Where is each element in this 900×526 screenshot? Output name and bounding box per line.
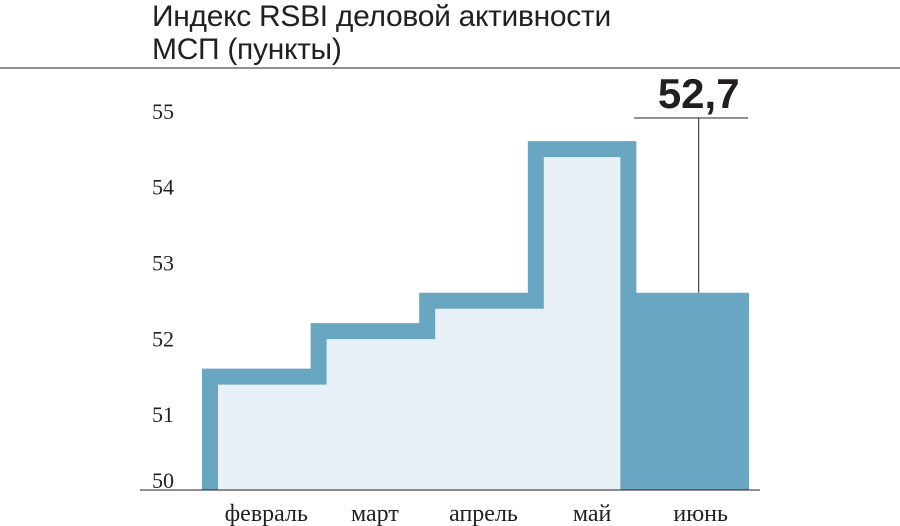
chart-title: Индекс RSBI деловой активности МСП (пунк… — [152, 0, 852, 66]
y-tick-label: 51 — [152, 402, 174, 427]
bars-fill — [218, 157, 621, 490]
y-tick-label: 55 — [152, 99, 174, 124]
y-axis: 50 51 52 53 54 55 — [152, 99, 174, 493]
chart-title-line-1: Индекс RSBI деловой активности — [152, 0, 611, 33]
x-axis: февраль март апрель май июнь — [225, 501, 728, 526]
x-tick-label: февраль — [225, 501, 308, 526]
chart-title-line-2: МСП (пункты) — [152, 33, 342, 66]
y-tick-label: 54 — [152, 175, 174, 200]
y-tick-label: 53 — [152, 250, 174, 275]
bar-июнь — [634, 292, 749, 490]
y-tick-label: 52 — [152, 326, 174, 351]
x-tick-label: май — [573, 501, 612, 526]
callout-value: 52,7 — [658, 70, 740, 117]
bars-group — [202, 141, 749, 490]
x-tick-label: июнь — [673, 501, 728, 526]
x-tick-label: апрель — [449, 501, 518, 526]
callout-group: 52,7 — [634, 70, 748, 293]
y-tick-label: 50 — [152, 468, 174, 493]
x-tick-label: март — [351, 501, 399, 526]
